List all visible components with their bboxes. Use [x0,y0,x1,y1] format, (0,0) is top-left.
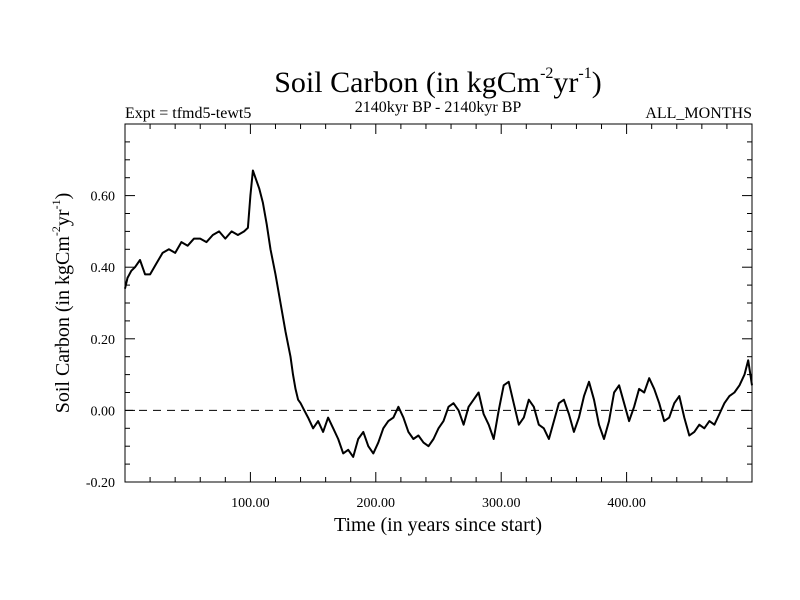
y-axis-label-text: Soil Carbon (in kgCm [52,236,74,414]
y-axis-label-sup1: -2 [49,226,63,236]
chart-title-mid: yr [553,66,578,99]
x-tick-label: 300.00 [482,496,521,511]
y-axis-label: Soil Carbon (in kgCm-2yr-1) [49,193,74,414]
series-group [124,169,753,458]
y-tick-label: 0.00 [91,404,116,419]
x-tick-label: 400.00 [607,496,646,511]
y-axis: -0.20 0.00 0.20 0.40 0.60 [86,141,752,491]
y-tick-label: 0.60 [91,190,116,205]
y-axis-label-mid: yr [52,209,74,226]
chart-title: Soil Carbon (in kgCm-2yr-1) [274,65,602,99]
x-axis-label: Time (in years since start) [334,514,542,536]
y-tick-label: 0.40 [91,261,116,276]
subtitle-center: 2140kyr BP - 2140kyr BP [355,99,522,116]
y-tick-label: -0.20 [86,476,115,491]
x-tick-label: 100.00 [231,496,270,511]
x-axis: 100.00 200.00 300.00 400.00 [149,124,728,511]
subtitle-left: Expt = tfmd5-tewt5 [125,105,251,122]
chart-title-sup2: -1 [578,65,591,82]
x-tick-label: 200.00 [357,496,396,511]
chart-title-end: ) [592,66,602,99]
y-tick-label: 0.20 [91,333,116,348]
series-line-soil-carbon [124,169,753,458]
chart-title-text: Soil Carbon (in kgCm [274,66,540,99]
chart-title-sup1: -2 [540,65,553,82]
y-axis-label-end: ) [52,193,74,200]
subtitle-right: ALL_MONTHS [645,105,752,122]
y-axis-label-sup2: -1 [49,199,63,209]
